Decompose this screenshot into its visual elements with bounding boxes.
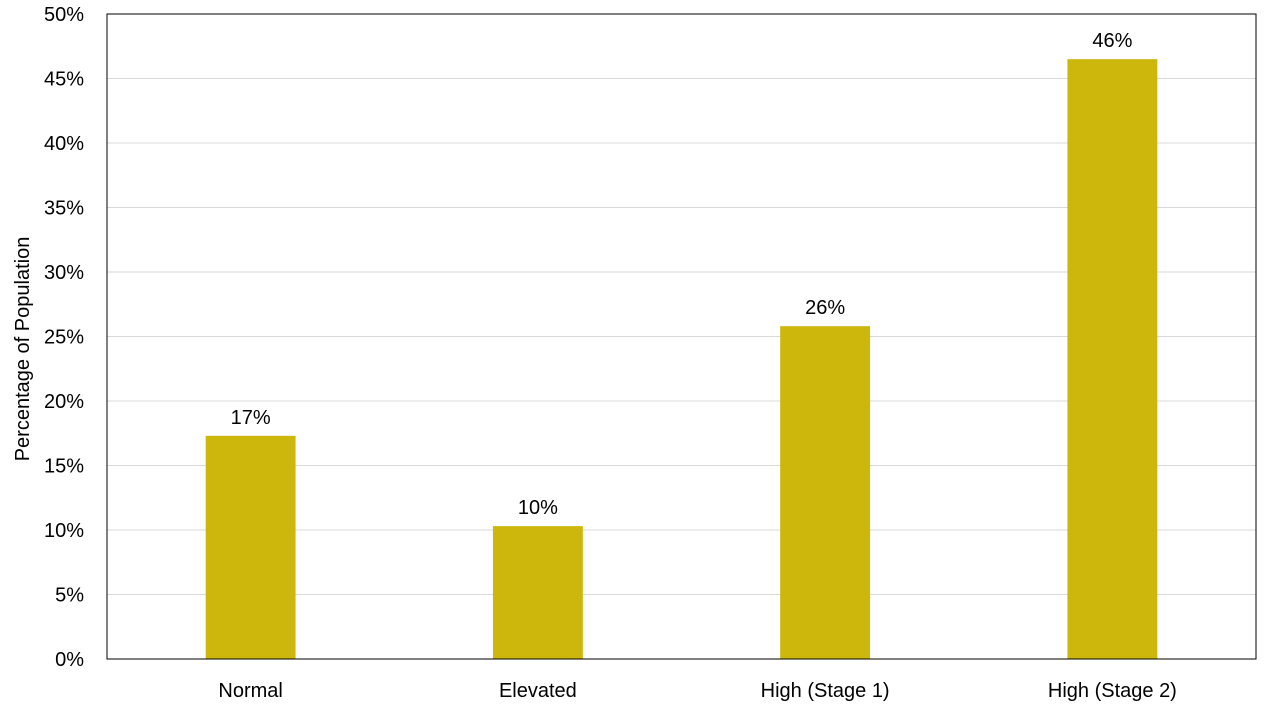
y-tick-label: 30% — [44, 262, 84, 284]
bar — [780, 326, 871, 659]
data-label: 46% — [1092, 30, 1132, 52]
bar — [1067, 59, 1158, 659]
y-tick-label: 45% — [44, 69, 84, 91]
x-category-label: Normal — [218, 680, 282, 702]
y-tick-label: 25% — [44, 327, 84, 349]
y-axis-tick-labels: 0% 5% 10% 15% 20% 25% 30% 35% 40% 45% 50% — [44, 4, 84, 671]
data-label: 17% — [231, 407, 271, 429]
y-tick-label: 20% — [44, 391, 84, 413]
x-category-label: Elevated — [499, 680, 577, 702]
x-axis-category-labels: Normal Elevated High (Stage 1) High (Stage … — [218, 680, 1176, 702]
data-labels: 17% 10% 26% 46% — [231, 30, 1133, 519]
plot-area-frame — [106, 13, 1257, 660]
y-tick-label: 15% — [44, 456, 84, 478]
y-tick-label: 0% — [55, 649, 84, 671]
gridlines — [107, 78, 1256, 595]
data-label: 10% — [518, 497, 558, 519]
y-axis-title: Percentage of Population — [12, 237, 34, 462]
bars — [205, 59, 1158, 659]
data-label: 26% — [805, 297, 845, 319]
bar — [492, 526, 583, 659]
y-tick-label: 10% — [44, 520, 84, 542]
y-tick-label: 35% — [44, 198, 84, 220]
x-category-label: High (Stage 2) — [1048, 680, 1177, 702]
y-tick-label: 5% — [55, 585, 84, 607]
y-tick-label: 50% — [44, 4, 84, 26]
bar — [205, 435, 296, 659]
axes — [106, 13, 1257, 660]
x-category-label: High (Stage 1) — [761, 680, 890, 702]
y-tick-label: 40% — [44, 133, 84, 155]
